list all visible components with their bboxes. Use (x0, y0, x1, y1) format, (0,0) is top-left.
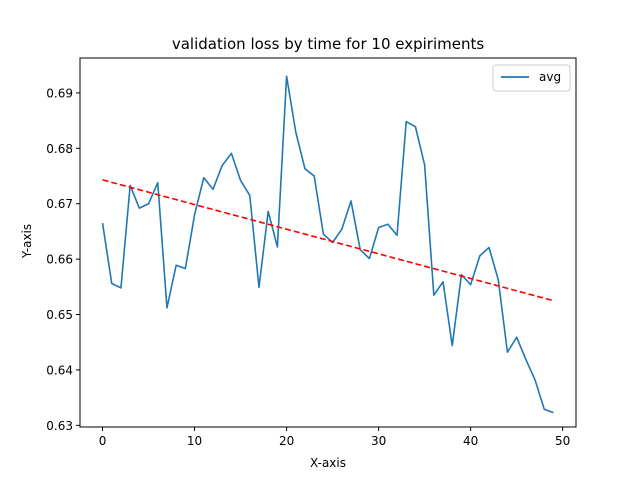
axes-frame (79, 57, 577, 428)
series-line-trend (102, 179, 554, 302)
legend-box (492, 64, 571, 92)
x-tick-label: 10 (187, 434, 202, 448)
y-axis-label: Y-axis (20, 224, 34, 259)
x-tick-label: 30 (371, 434, 386, 448)
y-tick-label: 0.65 (46, 308, 73, 322)
x-tick-label: 50 (555, 434, 570, 448)
x-tick-label: 20 (279, 434, 294, 448)
plot-area: 0 10 20 30 40 50 0.63 0.64 0.65 0.66 0.67 0.68 0.69 (46, 57, 577, 448)
y-tick-label: 0.63 (46, 419, 73, 433)
x-axis-label: X-axis (310, 456, 346, 470)
y-tick-label: 0.64 (46, 363, 73, 377)
x-tick-label: 0 (99, 434, 107, 448)
y-tick-label: 0.66 (46, 253, 73, 267)
y-tick-label: 0.69 (46, 86, 73, 100)
y-tick-label: 0.68 (46, 142, 73, 156)
x-tick-label: 40 (463, 434, 478, 448)
legend-label-avg: avg (539, 70, 561, 84)
chart-title: validation loss by time for 10 expirimen… (172, 35, 485, 53)
legend: avg (492, 64, 571, 92)
y-tick-label: 0.67 (46, 197, 73, 211)
series-line-avg (101, 75, 554, 414)
